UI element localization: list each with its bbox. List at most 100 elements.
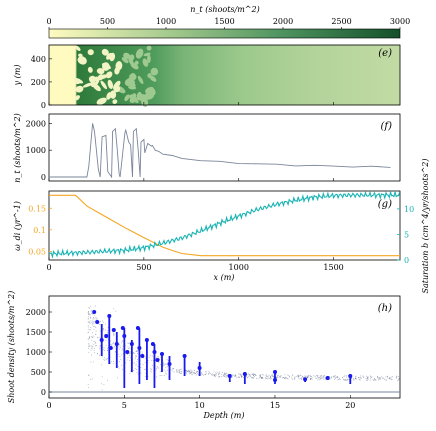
model-point: [302, 376, 304, 378]
model-point: [310, 377, 312, 379]
model-point: [197, 372, 199, 374]
model-point: [163, 365, 165, 367]
bare-gap-patch: [124, 78, 134, 87]
observation-point: [107, 314, 112, 318]
model-point: [344, 379, 346, 381]
model-point: [358, 377, 360, 378]
model-point: [366, 378, 368, 379]
model-point: [106, 358, 108, 359]
model-point: [389, 376, 390, 378]
model-point: [177, 371, 179, 373]
model-point: [389, 378, 391, 380]
model-point: [317, 376, 319, 378]
model-point: [235, 374, 237, 376]
panel-h-frame: [48, 295, 401, 399]
model-point: [280, 375, 282, 377]
model-point: [297, 374, 299, 376]
model-point: [308, 374, 310, 376]
model-point: [107, 379, 108, 381]
model-point: [95, 326, 97, 328]
model-point: [156, 376, 158, 378]
model-point: [194, 369, 196, 371]
bare-gap-patch: [87, 66, 93, 73]
model-point: [89, 336, 91, 338]
model-point: [112, 343, 114, 345]
model-point: [88, 348, 90, 350]
bare-gap-patch: [129, 96, 137, 103]
panel-h-ytick-label: 0: [41, 388, 46, 397]
model-point: [222, 374, 224, 376]
model-point: [369, 377, 371, 379]
colorbar-tick-label: 2000: [273, 17, 293, 26]
model-point: [294, 378, 295, 380]
model-point: [120, 354, 122, 356]
model-point: [136, 371, 138, 373]
bare-gap-patch: [129, 54, 135, 61]
model-point: [165, 371, 167, 373]
model-point: [90, 349, 92, 351]
model-point: [347, 378, 349, 380]
observation-point: [99, 338, 104, 342]
model-point: [342, 378, 344, 380]
bare-gap-patch: [136, 94, 147, 101]
model-point: [119, 343, 121, 345]
model-point: [317, 374, 319, 376]
model-point: [88, 326, 90, 328]
model-point: [92, 332, 94, 333]
bare-gap-patch: [107, 79, 114, 89]
model-point: [260, 374, 262, 376]
model-point: [129, 351, 131, 353]
model-point: [395, 377, 397, 379]
observation-point: [182, 354, 187, 358]
model-point: [251, 377, 253, 379]
panel-g-tag: (g): [378, 199, 392, 210]
observation-point: [95, 320, 100, 324]
model-point: [225, 372, 227, 374]
model-point: [88, 314, 90, 315]
model-point: [233, 375, 235, 377]
bare-gap-patch: [96, 97, 107, 105]
model-point: [90, 345, 92, 347]
model-point: [93, 349, 95, 351]
model-point: [377, 377, 379, 379]
model-point: [370, 377, 372, 379]
model-point: [359, 379, 361, 381]
model-point: [117, 353, 119, 355]
bare-gap-patch: [147, 54, 151, 64]
model-point: [277, 376, 279, 378]
model-point: [189, 371, 191, 372]
model-point: [196, 371, 198, 372]
model-point: [120, 342, 122, 344]
model-point: [248, 373, 250, 375]
model-point: [214, 375, 216, 377]
model-point: [335, 376, 337, 378]
model-point: [218, 374, 220, 376]
model-point: [297, 375, 299, 377]
model-point: [298, 376, 300, 377]
model-point: [334, 378, 335, 380]
model-point: [208, 373, 210, 375]
model-point: [122, 348, 123, 350]
model-point: [342, 376, 344, 378]
panel-e-ytick-label: 400: [31, 55, 46, 64]
model-point: [389, 377, 391, 379]
model-point: [288, 375, 290, 377]
model-point: [136, 369, 138, 371]
model-point: [91, 347, 93, 349]
model-point: [87, 318, 89, 320]
model-point: [95, 334, 97, 335]
model-point: [88, 335, 90, 337]
model-point: [369, 375, 371, 377]
model-point: [89, 320, 91, 322]
model-point: [180, 372, 182, 374]
observation-point: [137, 346, 142, 350]
model-point: [91, 378, 93, 380]
bare-gap-patch: [88, 76, 96, 84]
model-point: [99, 324, 101, 326]
model-point: [259, 375, 261, 377]
model-point: [391, 376, 393, 378]
model-point: [115, 310, 117, 312]
model-point: [391, 379, 393, 380]
model-point: [113, 361, 115, 362]
